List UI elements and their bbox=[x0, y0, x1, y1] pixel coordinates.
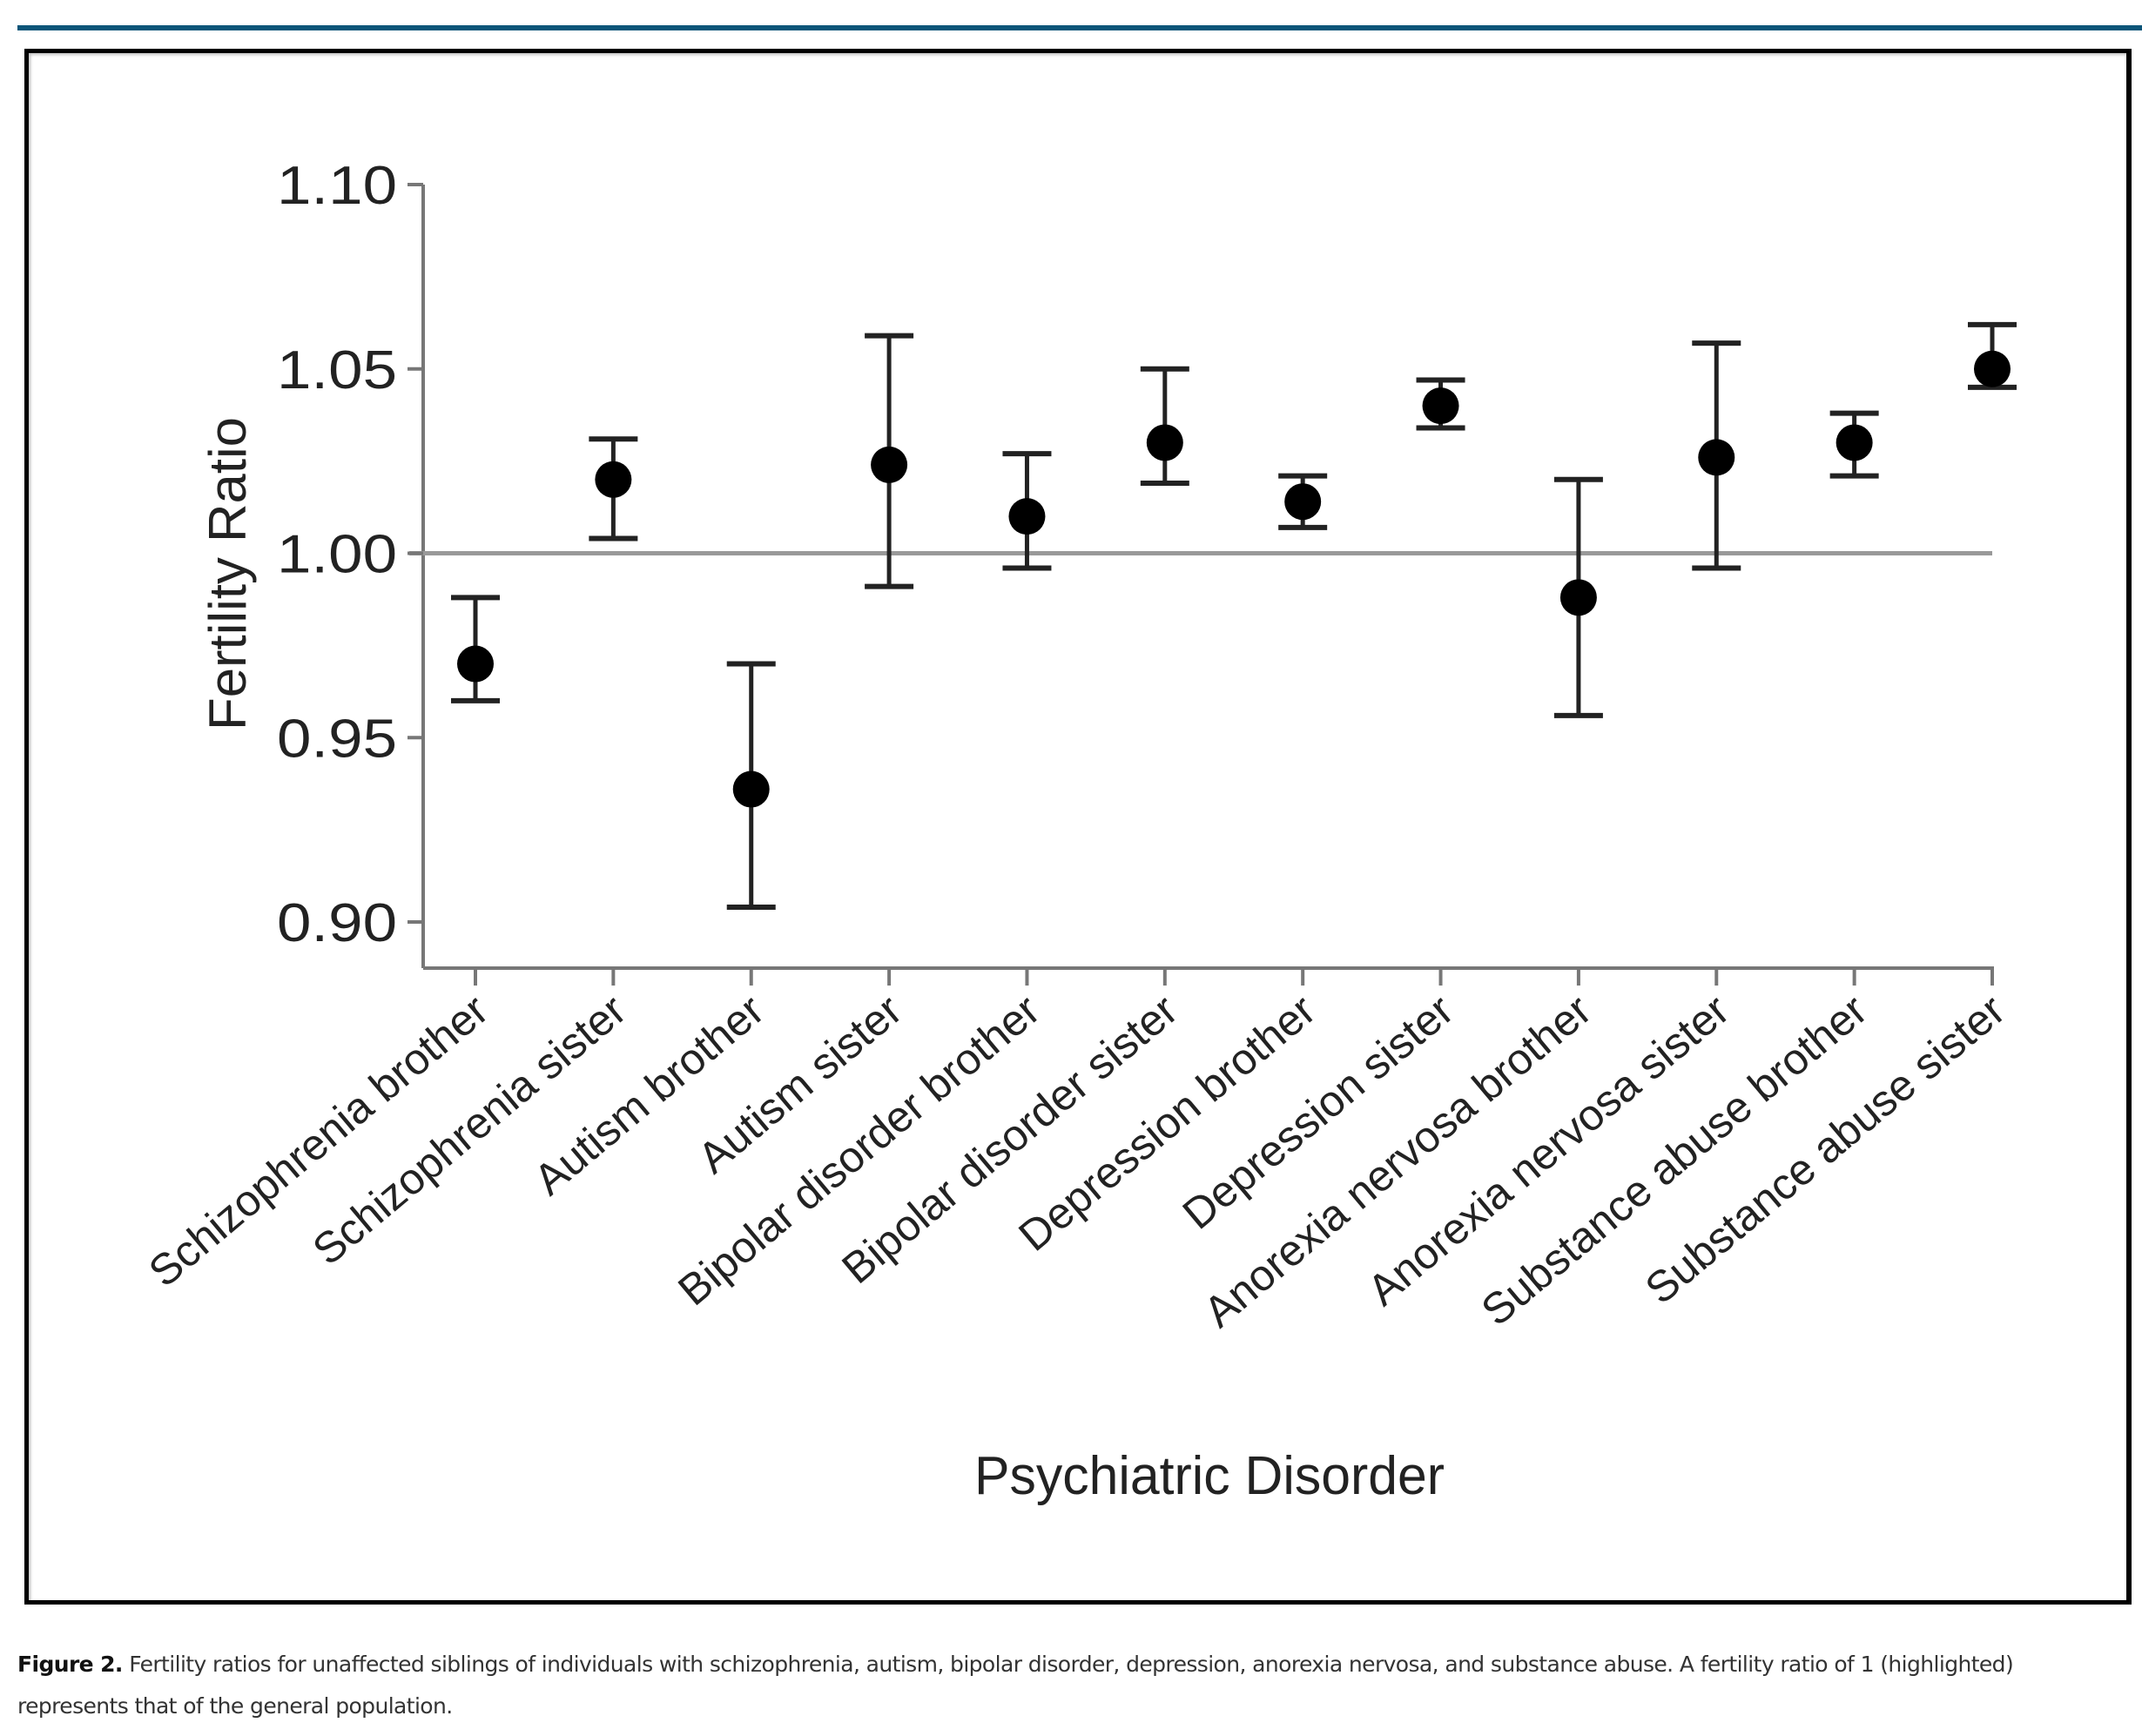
data-point-group bbox=[726, 661, 776, 911]
figure-caption-text: Fertility ratios for unaffected siblings… bbox=[17, 1652, 2014, 1719]
data-point-group bbox=[1002, 451, 1052, 571]
x-tick-label: Autism brother bbox=[525, 986, 773, 1205]
figure-frame bbox=[24, 49, 2132, 1605]
y-tick-label: 0.90 bbox=[277, 893, 397, 953]
data-point bbox=[1698, 439, 1735, 476]
data-point-group bbox=[1692, 340, 1741, 571]
header-rule bbox=[17, 25, 2142, 30]
axes bbox=[409, 185, 1994, 970]
data-point bbox=[1284, 483, 1322, 521]
data-point bbox=[732, 770, 770, 808]
data-point-group bbox=[1553, 476, 1603, 718]
data-point bbox=[1146, 424, 1183, 461]
data-point bbox=[1836, 424, 1873, 461]
data-point bbox=[1008, 498, 1046, 535]
y-axis-title: Fertility Ratio bbox=[199, 417, 257, 730]
data-point bbox=[1422, 387, 1459, 425]
y-tick-label: 0.95 bbox=[277, 709, 397, 769]
data-point-group bbox=[1140, 366, 1189, 487]
data-point bbox=[1559, 579, 1597, 616]
y-axis-ticks: 0.90 0.95 1.00 1.05 1.10 bbox=[277, 156, 423, 953]
figure-caption: Figure 2. Fertility ratios for unaffecte… bbox=[17, 1644, 2125, 1727]
data-marks bbox=[451, 321, 2017, 911]
data-point-group bbox=[1278, 473, 1328, 530]
data-point bbox=[595, 461, 632, 498]
data-point-group bbox=[865, 333, 914, 589]
data-point-group bbox=[1829, 410, 1879, 479]
figure-label: Figure 2. bbox=[17, 1652, 123, 1677]
data-point-group bbox=[1968, 321, 2017, 390]
x-axis-title: Psychiatric Disorder bbox=[974, 1446, 1445, 1506]
data-point-group bbox=[1416, 377, 1465, 431]
y-tick-label: 1.00 bbox=[277, 525, 397, 585]
data-point bbox=[871, 446, 908, 483]
data-point bbox=[457, 645, 494, 683]
y-tick-label: 1.10 bbox=[277, 156, 397, 216]
data-point bbox=[1974, 350, 2011, 387]
data-point-group bbox=[451, 595, 500, 703]
y-tick-label: 1.05 bbox=[277, 340, 397, 400]
data-point-group bbox=[589, 436, 638, 542]
